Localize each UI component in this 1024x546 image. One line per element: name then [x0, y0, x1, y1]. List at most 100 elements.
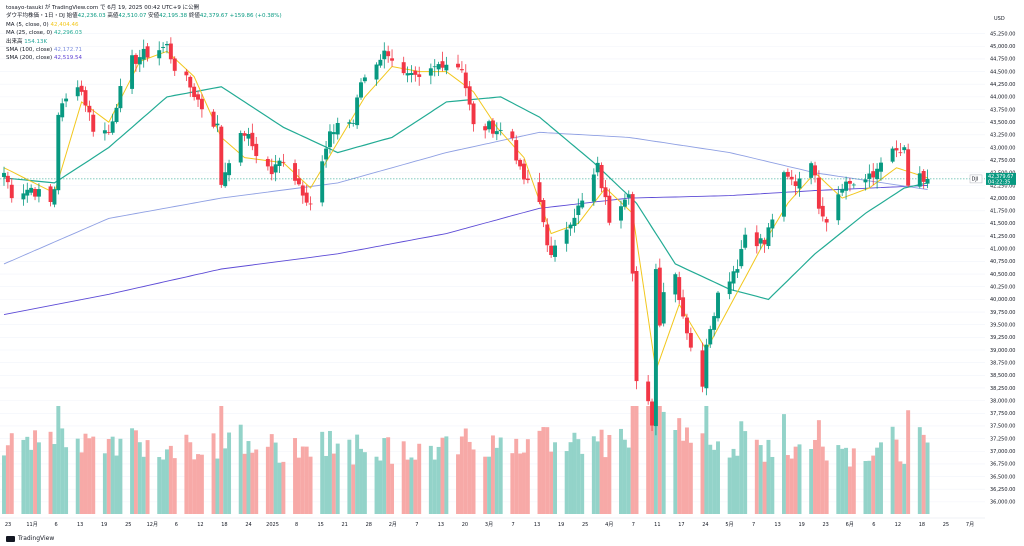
candle[interactable] [428, 68, 433, 76]
candle[interactable] [921, 171, 926, 182]
price-axis[interactable]: USD 45,250.00 45,000.00 44,750.00 44,500.00 4… [969, 16, 1016, 506]
candle[interactable] [36, 189, 41, 197]
candle[interactable] [758, 238, 763, 244]
candle[interactable] [816, 177, 821, 209]
candle[interactable] [137, 57, 142, 65]
candle[interactable] [246, 134, 251, 139]
candle[interactable] [553, 245, 557, 257]
candle[interactable] [650, 401, 655, 426]
candle[interactable] [25, 189, 30, 196]
candle[interactable] [863, 179, 868, 183]
candle[interactable] [130, 55, 135, 89]
candle[interactable] [327, 131, 332, 148]
candle[interactable] [401, 62, 406, 74]
candle[interactable] [894, 148, 899, 151]
candle[interactable] [157, 50, 162, 59]
candle[interactable] [572, 217, 577, 226]
candle[interactable] [925, 178, 930, 184]
candle[interactable] [211, 111, 216, 127]
candle[interactable] [591, 174, 596, 202]
symbol-title[interactable]: ダウ平均株価・1日・DJ [6, 13, 65, 20]
candle[interactable] [844, 181, 849, 191]
candle[interactable] [809, 163, 814, 178]
candle[interactable] [390, 58, 395, 61]
candle[interactable] [215, 123, 220, 126]
candle[interactable] [545, 224, 550, 246]
candle[interactable] [293, 163, 298, 181]
candle[interactable] [378, 59, 383, 66]
candle[interactable] [483, 126, 488, 131]
candle[interactable] [630, 194, 635, 274]
candle[interactable] [522, 163, 526, 180]
candle[interactable] [595, 162, 600, 173]
candle[interactable] [871, 171, 876, 178]
candle[interactable] [254, 143, 259, 157]
candle[interactable] [766, 227, 771, 247]
candle[interactable] [510, 131, 515, 139]
candle[interactable] [172, 58, 177, 71]
candle[interactable] [188, 76, 193, 88]
candle[interactable] [541, 200, 546, 223]
candle[interactable] [906, 149, 911, 186]
candle[interactable] [634, 270, 639, 382]
candles[interactable] [2, 37, 930, 436]
candle[interactable] [277, 160, 282, 166]
candle[interactable] [250, 132, 255, 147]
candle[interactable] [199, 98, 204, 110]
candle[interactable] [653, 269, 658, 427]
candle[interactable] [242, 133, 247, 136]
candle[interactable] [879, 162, 883, 172]
candle[interactable] [296, 178, 301, 185]
candle[interactable] [265, 158, 270, 167]
time-axis[interactable]: 23 11月 6 13 19 25 12月 6 12 18 24 2025 8 15 21 28 2月 7 13 20… [0, 517, 985, 528]
candle[interactable] [21, 193, 26, 200]
candle[interactable] [300, 185, 305, 196]
candle[interactable] [727, 281, 732, 295]
candle[interactable] [518, 159, 523, 167]
candle[interactable] [56, 114, 61, 191]
candle[interactable] [875, 168, 880, 180]
candle[interactable] [622, 199, 627, 207]
candle[interactable] [432, 66, 437, 68]
indicator-row[interactable]: SMA (200, close) 42,519.54 [6, 54, 282, 62]
candle[interactable] [681, 297, 686, 317]
candle[interactable] [498, 130, 503, 132]
candle[interactable] [599, 164, 604, 189]
candle[interactable] [525, 178, 530, 181]
indicator-row[interactable]: SMA (100, close) 42,172.71 [6, 46, 282, 54]
candle[interactable] [514, 140, 519, 161]
candle[interactable] [359, 82, 363, 98]
candle[interactable] [347, 122, 352, 124]
candle[interactable] [141, 48, 146, 60]
candle[interactable] [840, 189, 845, 193]
candle[interactable] [91, 114, 96, 132]
candle[interactable] [165, 43, 169, 46]
candle[interactable] [568, 224, 573, 229]
candle[interactable] [386, 51, 391, 57]
candle[interactable] [463, 72, 468, 89]
candle[interactable] [902, 147, 907, 151]
candle[interactable] [917, 173, 922, 187]
candle[interactable] [607, 195, 612, 223]
candle[interactable] [797, 178, 802, 189]
candle[interactable] [657, 267, 662, 326]
candle[interactable] [576, 205, 581, 216]
candle[interactable] [281, 161, 286, 163]
candle[interactable] [324, 148, 329, 160]
candle[interactable] [114, 107, 119, 123]
candle[interactable] [490, 120, 495, 134]
candle[interactable] [890, 148, 895, 162]
candle[interactable] [677, 277, 682, 301]
candle[interactable] [60, 103, 65, 118]
candle[interactable] [118, 86, 123, 109]
candle[interactable] [64, 98, 69, 102]
candle[interactable] [320, 161, 325, 203]
candle[interactable] [646, 381, 651, 402]
candle[interactable] [785, 171, 790, 177]
candle[interactable] [487, 121, 492, 130]
candle[interactable] [440, 61, 445, 68]
candle[interactable] [459, 69, 464, 71]
candle[interactable] [782, 172, 786, 217]
candle[interactable] [335, 123, 340, 135]
indicator-row[interactable]: MA (5, close, 0) 42,404.46 [6, 21, 282, 29]
